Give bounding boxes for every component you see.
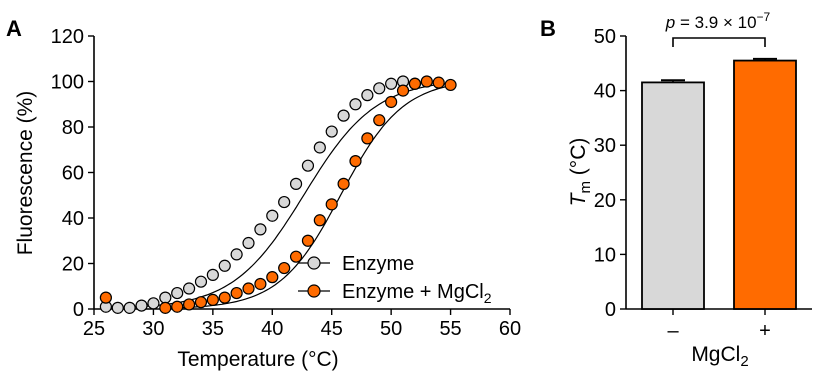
data-point-enzyme-mgcl2 bbox=[266, 271, 279, 284]
panel-b-bars bbox=[641, 57, 797, 310]
panel-a-x-tick-label: 50 bbox=[380, 318, 402, 340]
data-point-enzyme-mgcl2 bbox=[254, 277, 267, 291]
data-point-enzyme-mgcl2 bbox=[218, 291, 231, 304]
panel-a-letter: A bbox=[6, 16, 22, 41]
data-point-enzyme-mgcl2 bbox=[194, 296, 208, 309]
panel-b-y-tick-label: 40 bbox=[594, 81, 616, 103]
data-point-enzyme-mgcl2 bbox=[206, 293, 219, 306]
panel-a-x-tick-label: 60 bbox=[499, 318, 521, 340]
data-point-enzyme-mgcl2 bbox=[242, 282, 255, 295]
data-point-enzyme-mgcl2 bbox=[278, 261, 291, 275]
legend-marker-enzyme bbox=[307, 256, 321, 270]
data-point-enzyme-mgcl2 bbox=[325, 198, 338, 211]
panel-a-y-tick-label: 40 bbox=[62, 208, 84, 230]
data-point-enzyme bbox=[242, 236, 255, 250]
bar-without-mgcl2 bbox=[641, 81, 705, 310]
panel-a-legend: Enzyme Enzyme + MgCl2 bbox=[298, 253, 492, 306]
data-point-enzyme-mgcl2 bbox=[444, 78, 457, 92]
data-point-enzyme-mgcl2 bbox=[289, 250, 303, 263]
panel-a-y-tick-label: 0 bbox=[73, 299, 84, 321]
data-point-enzyme-mgcl2 bbox=[349, 155, 362, 168]
data-point-enzyme-mgcl2 bbox=[337, 177, 350, 190]
panel-a-data-points bbox=[99, 75, 457, 314]
data-point-enzyme bbox=[171, 286, 184, 300]
data-point-enzyme-mgcl2 bbox=[99, 291, 112, 304]
data-point-enzyme bbox=[301, 159, 315, 172]
data-point-enzyme bbox=[147, 297, 160, 310]
legend-label-enzyme-mgcl2: Enzyme + MgCl2 bbox=[342, 281, 492, 306]
data-point-enzyme bbox=[135, 299, 148, 312]
data-point-enzyme bbox=[182, 282, 196, 295]
data-point-enzyme-mgcl2 bbox=[230, 286, 243, 300]
data-point-enzyme-mgcl2 bbox=[313, 214, 326, 227]
panel-a-x-tick-label: 30 bbox=[142, 318, 164, 340]
panel-b: B Tm (°C) MgCl2 p = 3.9 × 10−7 0 10 20 30 40… bbox=[540, 10, 812, 370]
panel-a-y-tick-label: 120 bbox=[51, 26, 84, 48]
data-point-enzyme-mgcl2 bbox=[301, 234, 315, 247]
panel-a-x-tick-label: 35 bbox=[202, 318, 224, 340]
data-point-enzyme bbox=[218, 259, 231, 272]
panel-a-x-tick-label: 45 bbox=[321, 318, 343, 340]
data-point-enzyme-mgcl2 bbox=[373, 114, 386, 127]
panel-a-y-axis-title: Fluorescence (%) bbox=[14, 91, 37, 256]
bar-with-mgcl2 bbox=[733, 59, 797, 310]
data-point-enzyme-mgcl2 bbox=[432, 76, 445, 89]
p-value-annotation: p = 3.9 × 10−7 bbox=[665, 10, 771, 32]
data-point-enzyme-mgcl2 bbox=[385, 95, 398, 109]
panel-a-x-tick-label: 25 bbox=[83, 318, 105, 340]
panel-b-y-tick-label: 20 bbox=[594, 190, 616, 212]
data-point-enzyme-mgcl2 bbox=[420, 75, 433, 88]
data-point-enzyme bbox=[206, 268, 219, 281]
panel-b-y-axis-title: Tm (°C) bbox=[567, 138, 594, 207]
panel-a-x-tick-label: 40 bbox=[261, 318, 283, 340]
legend-label-enzyme: Enzyme bbox=[342, 253, 414, 275]
data-point-enzyme bbox=[159, 291, 172, 304]
data-point-enzyme bbox=[254, 223, 267, 236]
significance-bracket bbox=[672, 37, 766, 47]
data-point-enzyme bbox=[266, 209, 279, 222]
legend-marker-enzyme-mgcl2 bbox=[307, 284, 321, 298]
panel-a-x-axis-title: Temperature (°C) bbox=[177, 348, 338, 371]
data-point-enzyme-mgcl2 bbox=[182, 298, 196, 311]
panel-b-y-tick-label: 50 bbox=[594, 26, 616, 48]
panel-a-axes: 0 20 40 60 80 100 120 25 30 35 40 45 50 55 60 bbox=[51, 26, 522, 340]
data-point-enzyme-mgcl2 bbox=[408, 77, 422, 90]
data-point-enzyme bbox=[111, 301, 124, 314]
data-point-enzyme bbox=[313, 141, 326, 154]
data-point-enzyme bbox=[325, 125, 338, 138]
data-point-enzyme-mgcl2 bbox=[171, 300, 184, 313]
panel-a-x-tick-label: 55 bbox=[439, 318, 461, 340]
panel-a-y-tick-label: 80 bbox=[62, 117, 84, 139]
data-point-enzyme-mgcl2 bbox=[159, 301, 172, 314]
data-point-enzyme bbox=[278, 195, 291, 209]
panel-a-y-tick-label: 20 bbox=[62, 254, 84, 276]
panel-b-x-tick-label: + bbox=[759, 320, 771, 342]
data-point-enzyme bbox=[289, 177, 303, 190]
data-point-enzyme bbox=[337, 109, 350, 122]
panel-b-x-axis-title: MgCl2 bbox=[691, 343, 748, 370]
data-point-enzyme bbox=[123, 301, 136, 314]
data-point-enzyme bbox=[385, 77, 398, 90]
panel-b-y-tick-label: 10 bbox=[594, 244, 616, 266]
panel-b-y-tick-label: 30 bbox=[594, 135, 616, 157]
panel-b-letter: B bbox=[540, 16, 556, 41]
data-point-enzyme bbox=[349, 98, 362, 111]
data-point-enzyme bbox=[230, 248, 243, 261]
panel-b-y-tick-label: 0 bbox=[605, 299, 616, 321]
panel-a: A Fluorescence (%) Temperature (°C) 0 20 4… bbox=[6, 16, 521, 371]
panel-a-y-tick-label: 60 bbox=[62, 163, 84, 185]
data-point-enzyme-mgcl2 bbox=[361, 132, 374, 145]
panel-a-y-tick-label: 100 bbox=[51, 72, 84, 94]
data-point-enzyme-mgcl2 bbox=[396, 84, 410, 97]
panel-b-x-tick-label: – bbox=[667, 320, 679, 342]
data-point-enzyme bbox=[194, 275, 208, 288]
data-point-enzyme bbox=[373, 82, 386, 95]
data-point-enzyme bbox=[361, 89, 374, 102]
